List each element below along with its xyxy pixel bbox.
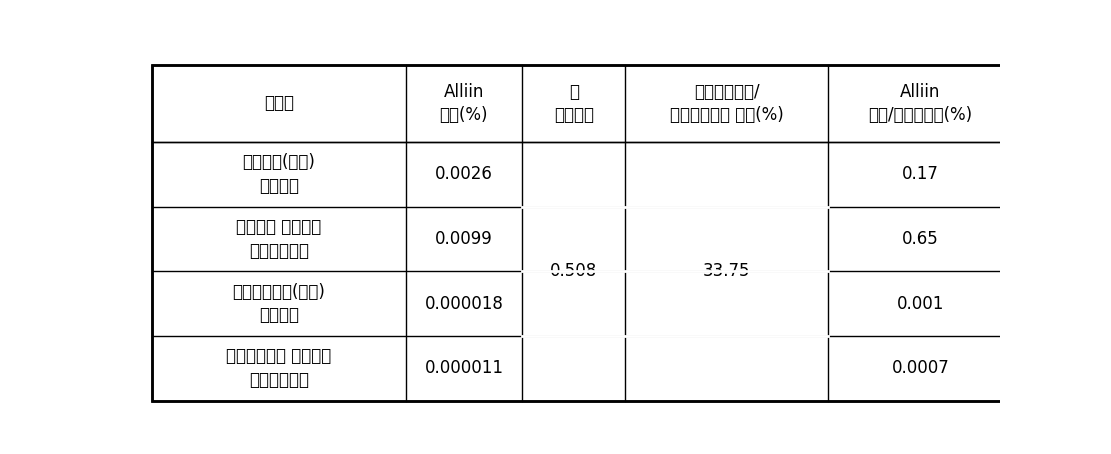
Text: 발효삼채뿌리(원형)
건조분말: 발효삼채뿌리(원형) 건조분말 — [232, 283, 326, 324]
Text: Alliin
함량/총유황함량(%): Alliin 함량/총유황함량(%) — [868, 83, 972, 124]
Text: 삼채뿌리(원형)
건조분말: 삼채뿌리(원형) 건조분말 — [242, 153, 316, 195]
Text: 0.65: 0.65 — [902, 230, 939, 248]
Text: 총
유황함량: 총 유황함량 — [553, 83, 593, 124]
Text: 0.17: 0.17 — [902, 165, 939, 183]
Text: 0.001: 0.001 — [897, 295, 944, 312]
Text: 동결건조분말/
건조삼채분말 수율(%): 동결건조분말/ 건조삼채분말 수율(%) — [670, 83, 783, 124]
Text: 0.000011: 0.000011 — [424, 359, 503, 377]
Text: 삼채뿌리 추출농축
동결건조분말: 삼채뿌리 추출농축 동결건조분말 — [237, 218, 321, 260]
Text: 0.0007: 0.0007 — [891, 359, 949, 377]
Text: Alliin
함량(%): Alliin 함량(%) — [440, 83, 488, 124]
Text: 발효삼채뿌리 추출농축
동결건조분말: 발효삼채뿌리 추출농축 동결건조분말 — [227, 347, 331, 389]
Text: 0.508: 0.508 — [550, 262, 598, 280]
Text: 0.0099: 0.0099 — [436, 230, 493, 248]
Text: 33.75: 33.75 — [703, 262, 750, 280]
Text: 0.0026: 0.0026 — [436, 165, 493, 183]
Text: 시료명: 시료명 — [263, 94, 293, 113]
Text: 0.000018: 0.000018 — [424, 295, 503, 312]
